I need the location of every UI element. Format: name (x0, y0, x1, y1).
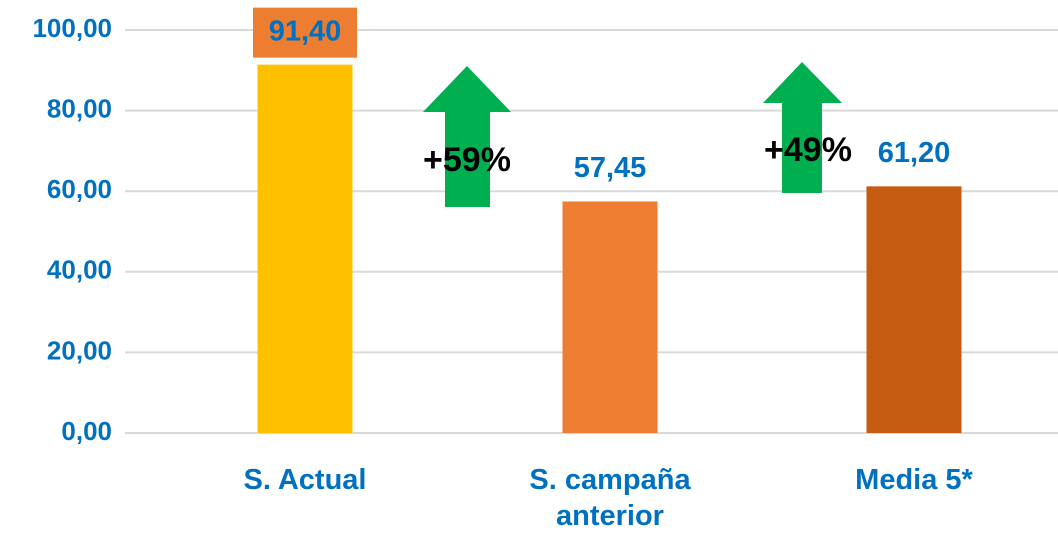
bar (257, 64, 353, 434)
y-tick-label: 20,00 (47, 335, 112, 365)
annotation: +59% (423, 141, 511, 179)
y-tick-label: 40,00 (47, 255, 112, 285)
arrow-head (763, 62, 842, 103)
x-tick-label: S. Actual (243, 464, 367, 496)
y-tick-label: 100,00 (32, 13, 112, 43)
arrow (423, 66, 511, 207)
value-label-box (253, 7, 357, 58)
value-label: 91,40 (269, 15, 342, 47)
arrow-shaft (445, 110, 490, 207)
value-label: 61,20 (878, 137, 951, 169)
y-tick-label: 0,00 (61, 416, 112, 446)
annotation: +49% (764, 131, 852, 169)
arrow-head (423, 66, 511, 112)
bar (866, 186, 962, 433)
x-tick-label: Media 5* (855, 464, 973, 496)
x-tick-label: S. campaña anterior (529, 464, 691, 532)
arrow (763, 62, 842, 193)
bar (562, 201, 658, 433)
value-label: 57,45 (574, 152, 647, 184)
arrow-shaft (782, 101, 822, 193)
y-tick-label: 80,00 (47, 93, 112, 123)
y-tick-label: 60,00 (47, 174, 112, 204)
